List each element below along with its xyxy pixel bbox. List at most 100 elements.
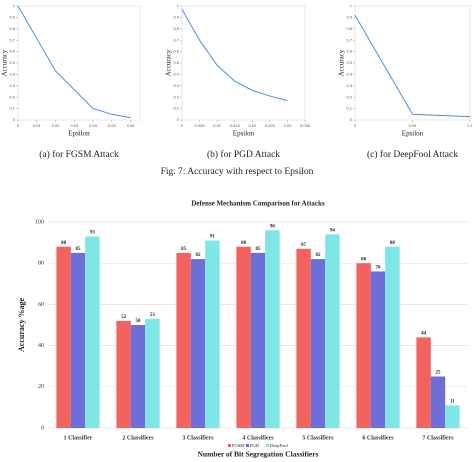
x-tick-label: 3 Classifiers	[182, 435, 214, 441]
value-label: 94	[330, 229, 336, 234]
y-tick-label: 0	[41, 425, 44, 431]
y-tick-label: 60	[38, 302, 44, 308]
caption: (a) for FGSM Attack	[39, 149, 119, 160]
x-tick-label: 4 Classifiers	[242, 435, 274, 441]
y-axis-label: Accuracy	[1, 49, 9, 76]
value-label: 85	[256, 247, 262, 252]
y-tick-label: 0.5	[346, 60, 352, 65]
y-tick-label: 0.2	[346, 94, 352, 99]
y-tick-label: 0.9	[173, 14, 179, 19]
y-tick-label: 0.8	[346, 26, 352, 31]
plot-frame	[17, 5, 141, 121]
x-tick-label: 0.02	[248, 123, 257, 128]
legend-swatch	[266, 444, 269, 447]
x-tick-label: 0.02	[52, 123, 61, 128]
x-tick-label: 0.01	[213, 123, 222, 128]
caption: (b) for PGD Attack	[207, 149, 280, 160]
chart-title: Defense Mechanism Comparison for Attacks	[191, 200, 325, 208]
y-tick-label: 0.4	[346, 71, 352, 76]
bar	[176, 252, 191, 428]
bar	[130, 325, 146, 428]
x-tick-label: 0.01	[33, 123, 42, 128]
value-label: 53	[150, 313, 156, 318]
bar	[430, 376, 446, 428]
bar	[116, 320, 131, 428]
value-label: 96	[270, 224, 276, 229]
bar	[370, 271, 386, 428]
y-tick-label: 0.7	[346, 37, 352, 42]
y-tick-label: 100	[35, 219, 44, 225]
x-tick-label: 7 Classifiers	[422, 435, 454, 441]
y-tick-label: 0.1	[173, 106, 179, 111]
y-axis-label: Accuracy	[338, 49, 346, 76]
y-tick-label: 0	[13, 117, 16, 122]
x-tick-label: 6 Classifiers	[362, 435, 394, 441]
y-tick-label: 0.7	[173, 37, 179, 42]
y-tick-label: 0.3	[9, 83, 15, 88]
x-tick-label: 0.04	[89, 123, 98, 128]
caption: (c) for DeepFool Attack	[367, 149, 458, 160]
value-label: 87	[301, 243, 307, 248]
x-tick-label: 5 Classifiers	[302, 435, 334, 441]
bar	[325, 234, 340, 428]
plot-frame	[181, 5, 306, 121]
value-label: 91	[210, 235, 216, 240]
y-tick-label: 0.6	[346, 49, 352, 54]
x-tick-label: 0.06	[127, 123, 136, 128]
y-tick-label: 0.1	[9, 106, 15, 111]
figure-caption: Fig. 7: Accuracy with respect to Epsilon	[161, 167, 314, 177]
y-axis-label: Accuracy %age	[17, 298, 26, 352]
y-tick-label: 0.2	[9, 94, 15, 99]
legend-swatch	[246, 444, 249, 447]
legend-label: DeepFool	[270, 443, 288, 448]
y-tick-label: 20	[38, 384, 44, 390]
bar	[190, 259, 206, 428]
value-label: 25	[436, 371, 442, 376]
y-tick-label: 0	[177, 117, 180, 122]
value-label: 44	[421, 332, 427, 337]
y-tick-label: 0.6	[9, 49, 15, 54]
y-tick-label: 0.1	[346, 106, 352, 111]
x-tick-label: 0	[181, 123, 184, 128]
y-tick-label: 80	[38, 261, 44, 267]
value-label: 76	[376, 266, 382, 271]
value-label: 88	[61, 241, 67, 246]
line	[354, 14, 471, 118]
line	[181, 9, 288, 102]
bar	[265, 230, 280, 428]
x-axis-label: Epsilon	[402, 130, 424, 138]
bar	[416, 337, 431, 428]
x-tick-label: 0.05	[108, 123, 117, 128]
plot-frame	[354, 5, 471, 121]
y-tick-label: 0.5	[173, 60, 179, 65]
y-tick-label: 0.4	[9, 71, 15, 76]
bar	[385, 246, 400, 428]
bar	[445, 405, 460, 428]
y-tick-label: 0.3	[346, 83, 352, 88]
bar	[236, 246, 251, 428]
x-tick-label: 0	[354, 123, 357, 128]
x-tick-label: 2 Classifiers	[122, 435, 154, 441]
x-tick-label: 0.03	[284, 123, 293, 128]
x-tick-label: 0.1	[467, 123, 473, 128]
value-label: 11	[450, 399, 455, 404]
x-axis-label: Epsilon	[68, 130, 90, 138]
x-tick-label: 1 Classifier	[64, 435, 93, 441]
bar	[356, 263, 371, 428]
bar	[145, 318, 160, 428]
x-tick-label: 0	[17, 123, 20, 128]
y-tick-label: 0.8	[9, 26, 15, 31]
value-label: 82	[196, 253, 202, 258]
x-tick-label: 0.035	[300, 123, 311, 128]
value-label: 85	[76, 247, 82, 252]
legend-label: FGSM	[232, 443, 244, 448]
y-tick-label: 0.8	[173, 26, 179, 31]
value-label: 52	[121, 315, 127, 320]
bar	[310, 259, 326, 428]
y-tick-label: 1	[13, 3, 16, 8]
x-tick-label: 0.015	[230, 123, 241, 128]
legend-label: PGD	[250, 443, 260, 448]
bar	[250, 252, 266, 428]
y-tick-label: 0.9	[9, 14, 15, 19]
